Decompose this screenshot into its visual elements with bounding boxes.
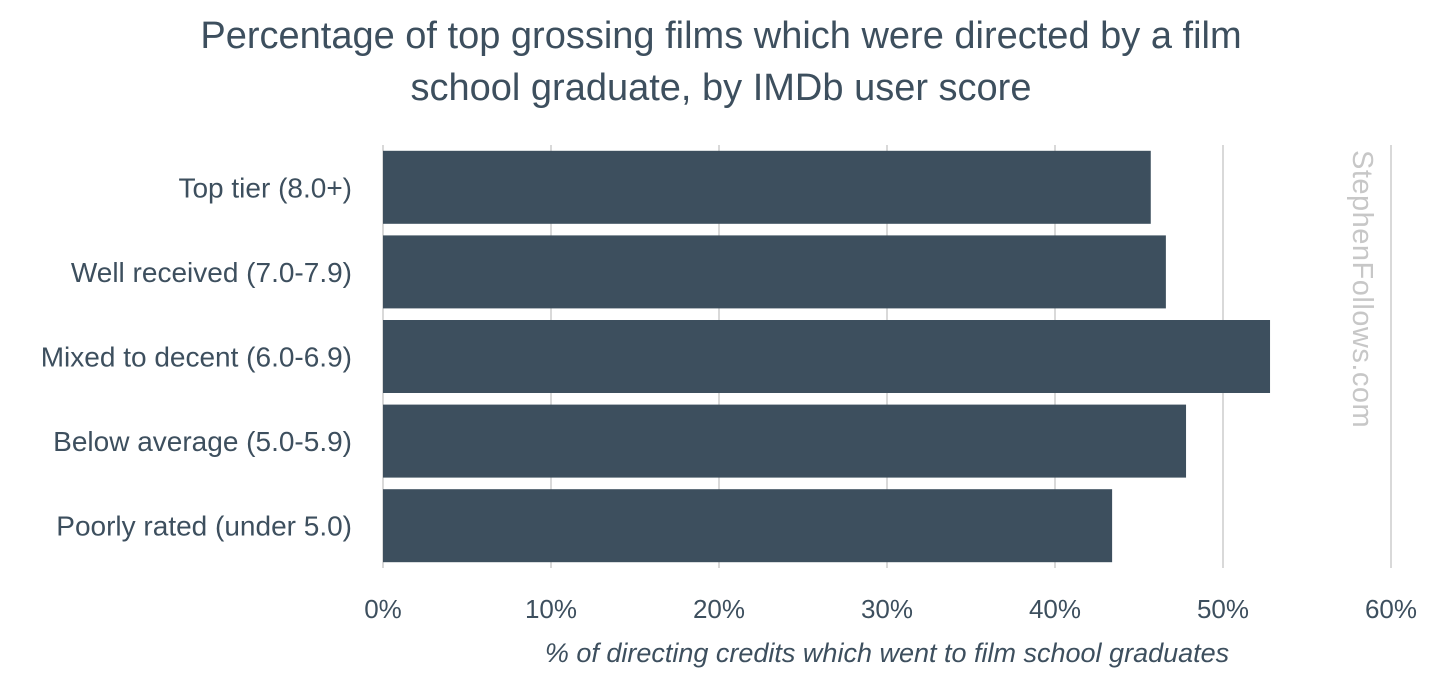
category-labels: Top tier (8.0+) Well received (7.0-7.9) Mi…: [41, 172, 352, 541]
category-label: Well received (7.0-7.9): [71, 257, 352, 288]
x-tick-label: 60%: [1365, 594, 1417, 624]
category-label: Mixed to decent (6.0-6.9): [41, 342, 352, 373]
x-tick-label: 10%: [525, 594, 577, 624]
category-label: Poorly rated (under 5.0): [56, 511, 352, 542]
x-tick-label: 40%: [1029, 594, 1081, 624]
x-tick-label: 20%: [693, 594, 745, 624]
bar: [383, 404, 1187, 478]
x-tick-label: 0%: [364, 594, 402, 624]
x-tick-label: 30%: [861, 594, 913, 624]
x-tick-label: 50%: [1197, 594, 1249, 624]
bar: [383, 150, 1151, 224]
category-label: Below average (5.0-5.9): [53, 426, 352, 457]
watermark-text: StephenFollows.com: [1346, 150, 1378, 429]
bar: [383, 320, 1271, 393]
chart-title-line-2: school graduate, by IMDb user score: [410, 67, 1032, 109]
x-axis-label: % of directing credits which went to fil…: [544, 638, 1230, 668]
bars: [383, 150, 1271, 563]
chart-title: Percentage of top grossing films which w…: [0, 10, 1442, 114]
bar: [383, 489, 1113, 563]
chart-title-line-1: Percentage of top grossing films which w…: [200, 15, 1242, 57]
bar: [383, 235, 1166, 309]
category-label: Top tier (8.0+): [178, 172, 352, 203]
x-tick-labels: 0% 10% 20% 30% 40% 50% 60%: [364, 594, 1417, 624]
